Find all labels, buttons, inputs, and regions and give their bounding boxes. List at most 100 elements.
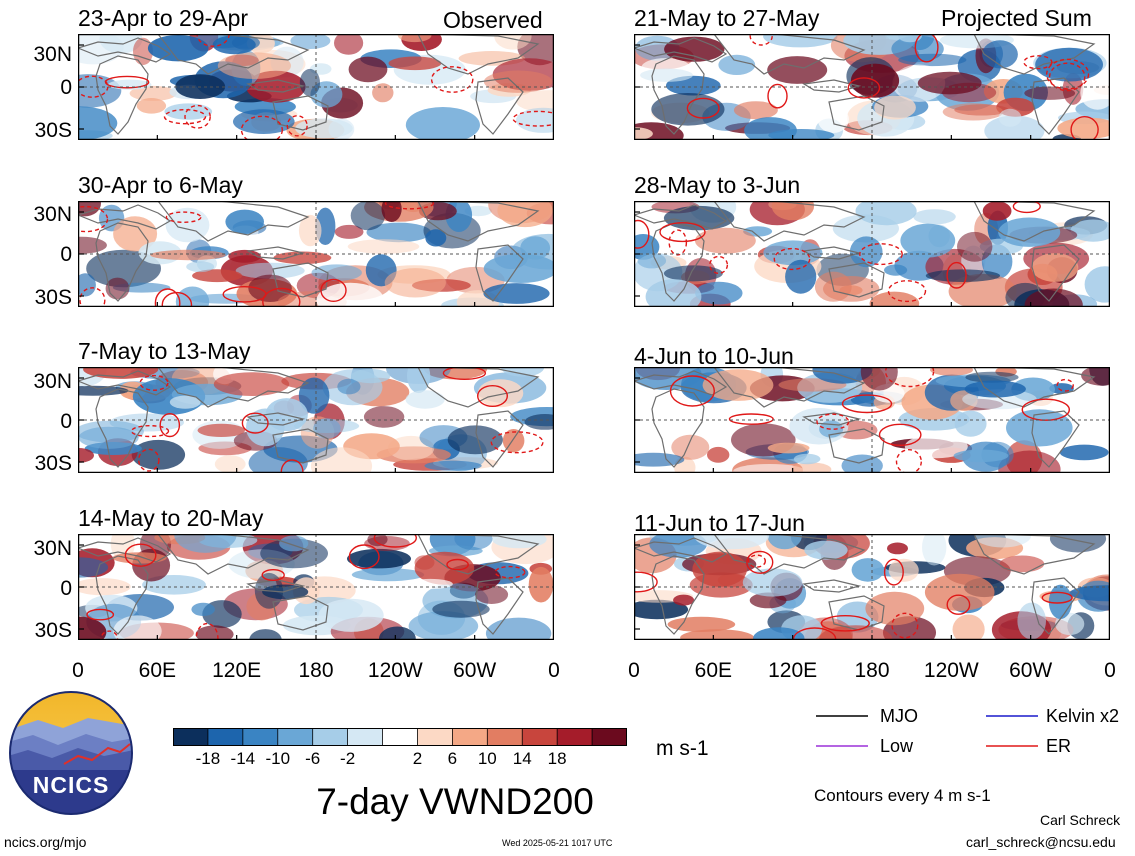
er-contour-positive <box>1041 591 1073 604</box>
coastline <box>475 577 524 635</box>
anomaly-blob <box>884 264 908 276</box>
colorbar-label: 10 <box>477 749 497 768</box>
anomaly-blob <box>136 98 167 114</box>
anomaly-blob <box>1069 585 1110 602</box>
anomaly-blob <box>367 534 388 547</box>
coastline <box>973 534 1096 575</box>
map-panel-1 <box>78 34 554 140</box>
anomaly-blob <box>982 201 1012 221</box>
colorbar-label: 6 <box>447 749 458 768</box>
anomaly-blob <box>483 70 553 93</box>
anomaly-blob <box>313 418 341 439</box>
er-contour-positive <box>634 219 650 249</box>
er-contour-negative <box>884 367 935 388</box>
lon-label: 60W <box>1009 659 1053 682</box>
legend-lines <box>816 715 1038 747</box>
colorbar-swatch <box>592 728 627 746</box>
coastline <box>417 367 540 408</box>
anomaly-blob <box>191 602 215 616</box>
er-contour-positive <box>477 385 509 408</box>
anomaly-blob <box>299 68 320 97</box>
coastline <box>78 537 172 563</box>
panel-title-2: 30-Apr to 6-May <box>78 172 243 198</box>
colorbar-swatch <box>487 728 523 746</box>
anomaly-blob <box>948 273 1017 307</box>
anomaly-blob <box>634 599 689 620</box>
colorbar-swatch <box>277 728 314 746</box>
anomaly-blob <box>516 107 554 133</box>
anomaly-blob <box>260 538 328 569</box>
anomaly-blob <box>388 56 442 71</box>
coastline <box>78 370 172 396</box>
anomaly-blob <box>494 34 532 50</box>
anomaly-blob <box>129 85 177 101</box>
anomaly-blob <box>984 115 1045 140</box>
anomaly-blob <box>865 591 925 626</box>
anomaly-blob <box>733 464 806 473</box>
panel-title-6: 28-May to 3-Jun <box>634 172 801 198</box>
anomaly-blob <box>965 371 1019 383</box>
anomaly-blob <box>663 265 723 282</box>
anomaly-blob <box>78 385 129 396</box>
coastline <box>651 55 705 135</box>
anomaly-blob <box>195 625 234 640</box>
anomaly-blob <box>1084 266 1110 303</box>
colorbar-swatch <box>452 728 488 746</box>
legend-er-label: ER <box>1046 736 1072 756</box>
observed-label: Observed <box>443 7 543 33</box>
er-contour-positive <box>446 558 469 571</box>
anomaly-blob <box>974 534 1032 548</box>
projected-sum-label: Projected Sum <box>941 5 1092 31</box>
colorbar-label: 14 <box>512 749 532 768</box>
anomaly-blob <box>83 367 159 379</box>
anomaly-blob <box>78 273 96 297</box>
map-panel-6 <box>634 201 1110 307</box>
anomaly-blob <box>744 117 797 140</box>
er-contour-positive <box>261 569 285 582</box>
er-contour-negative <box>816 413 850 430</box>
er-contour-positive <box>348 544 380 570</box>
er-contour-positive <box>914 34 939 63</box>
er-contour-negative <box>494 565 526 579</box>
anomaly-blob <box>337 378 361 395</box>
anomaly-blob <box>295 118 353 139</box>
anomaly-blob <box>957 231 993 262</box>
coastline <box>634 37 728 63</box>
panel-title-5: 21-May to 27-May <box>634 5 820 31</box>
anomaly-blob <box>742 568 803 597</box>
legend-kelvin-label: Kelvin x2 <box>1046 706 1120 726</box>
coastline <box>1031 410 1080 468</box>
coastline <box>1031 244 1080 302</box>
anomaly-blob <box>753 627 805 640</box>
er-contour-positive <box>1012 201 1041 214</box>
coastline <box>475 244 524 302</box>
coastline <box>417 201 540 242</box>
anomaly-blob <box>133 37 153 66</box>
er-contour-positive <box>159 412 181 438</box>
anomaly-blob <box>318 598 384 632</box>
map-panel-3 <box>78 367 554 473</box>
anomaly-blob <box>874 95 916 120</box>
footer-email: carl_schreck@ncsu.edu <box>966 834 1116 850</box>
anomaly-blob <box>212 35 256 55</box>
anomaly-blob <box>169 395 201 409</box>
anomaly-blob <box>913 209 956 225</box>
er-contour-negative <box>1046 58 1090 90</box>
anomaly-field <box>78 367 554 473</box>
anomaly-blob <box>248 274 292 302</box>
colorbar-swatch <box>557 728 593 746</box>
anomaly-blob <box>78 448 94 463</box>
anomaly-blob <box>929 367 974 376</box>
coastline <box>973 34 1096 75</box>
coastline <box>95 555 149 635</box>
anomaly-blob <box>225 209 264 234</box>
lat-label-30n: 30N <box>33 43 72 66</box>
er-contour-negative <box>139 374 169 391</box>
coastline <box>157 34 310 75</box>
anomaly-blob <box>113 615 162 640</box>
anomaly-blob <box>405 107 480 140</box>
anomaly-blob <box>407 367 431 394</box>
panel-title-8: 11-Jun to 17-Jun <box>634 510 805 536</box>
map-panel-5 <box>634 34 1110 140</box>
er-contour-negative <box>78 205 109 233</box>
